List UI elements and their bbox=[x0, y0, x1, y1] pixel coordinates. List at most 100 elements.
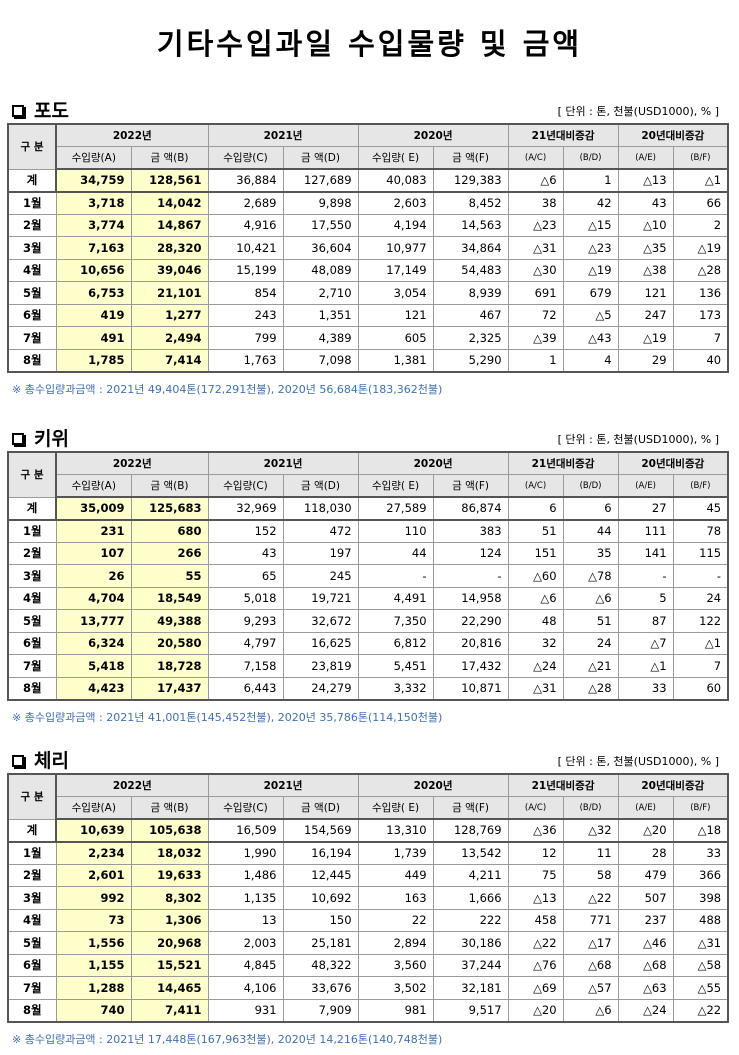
table-cell: 1,486 bbox=[207, 863, 284, 887]
table-cell: 1,277 bbox=[130, 303, 209, 327]
table-cell: 33 bbox=[617, 676, 674, 700]
table-cell: 6 bbox=[562, 496, 619, 521]
table-cell: 10,977 bbox=[357, 236, 434, 260]
table-cell: 3월 bbox=[7, 886, 57, 910]
table-cell: 245 bbox=[282, 564, 359, 588]
table-cell: 32,181 bbox=[432, 976, 509, 1000]
table-row: 4월 10,656 39,046 15,199 48,089 17,149 54,483 △3… bbox=[7, 258, 729, 282]
table-cell: 488 bbox=[672, 908, 729, 932]
table-cell: 16,194 bbox=[282, 841, 359, 865]
table-cell: 458 bbox=[507, 908, 564, 932]
header-row-2: 수입량(A) 금 액(B) 수입량(C) 금 액(D) 수입량( E) 금 액(F) (A/… bbox=[8, 796, 729, 820]
table-cell: 15,521 bbox=[130, 953, 209, 977]
table-cell: 87 bbox=[617, 609, 674, 633]
table-cell: △69 bbox=[507, 976, 564, 1000]
table-cell: 605 bbox=[357, 326, 434, 350]
table-cell: 58 bbox=[562, 863, 619, 887]
table-cell: △60 bbox=[507, 564, 564, 588]
table-cell: 6,324 bbox=[55, 631, 132, 655]
col-amt-f: 금 액(F) bbox=[432, 146, 509, 170]
table-cell: 152 bbox=[207, 519, 284, 543]
table-cell: △17 bbox=[562, 931, 619, 955]
table-cell: 8월 bbox=[7, 348, 57, 372]
col-bf: (B/F) bbox=[672, 796, 729, 820]
col-qty-e: 수입량( E) bbox=[357, 146, 434, 170]
table-cell: 22,290 bbox=[432, 609, 509, 633]
table-cell: 1월 bbox=[7, 519, 57, 543]
table-row: 5월 13,777 49,388 9,293 32,672 7,350 22,290 48 51… bbox=[7, 609, 729, 633]
table-cell: 36,884 bbox=[207, 168, 284, 193]
table-cell: △68 bbox=[617, 953, 674, 977]
table-cell: 222 bbox=[432, 908, 509, 932]
table-cell: 931 bbox=[207, 998, 284, 1022]
table-cell: 32,969 bbox=[207, 496, 284, 521]
section-name: 키위 bbox=[34, 428, 69, 450]
col-amt-f: 금 액(F) bbox=[432, 796, 509, 820]
section-title: 체리 bbox=[12, 750, 69, 772]
section-header: 키위 [ 단위 : 톤, 천불(USD1000), % ] bbox=[0, 428, 739, 450]
table-row: 3월 7,163 28,320 10,421 36,604 10,977 34,864 △31… bbox=[7, 236, 729, 260]
table-cell: 1,351 bbox=[282, 303, 359, 327]
table-cell: 1,135 bbox=[207, 886, 284, 910]
table-cell: 3,502 bbox=[357, 976, 434, 1000]
page-title: 기타수입과일 수입물량 및 금액 bbox=[156, 27, 583, 61]
table-cell: △28 bbox=[562, 676, 619, 700]
table-cell: 7월 bbox=[7, 654, 57, 678]
table-cell: △31 bbox=[507, 236, 564, 260]
table-cell: △6 bbox=[507, 168, 564, 193]
table-row: 계 34,759 128,561 36,884 127,689 40,083 129,383… bbox=[7, 168, 729, 193]
section-title: 키위 bbox=[12, 428, 69, 450]
table-cell: △20 bbox=[617, 818, 674, 843]
table-cell: 36,604 bbox=[282, 236, 359, 260]
table-row: 2월 2,601 19,633 1,486 12,445 449 4,211 75 58 479 3… bbox=[7, 863, 729, 887]
table-cell: 16,625 bbox=[282, 631, 359, 655]
table-cell: 72 bbox=[507, 303, 564, 327]
table-cell: 13 bbox=[207, 908, 284, 932]
table-cell: 449 bbox=[357, 863, 434, 887]
table-cell: 7,414 bbox=[130, 348, 209, 372]
table-cell: 121 bbox=[357, 303, 434, 327]
table-cell: 3,560 bbox=[357, 953, 434, 977]
table-cell: 10,692 bbox=[282, 886, 359, 910]
table-row: 7월 1,288 14,465 4,106 33,676 3,502 32,181 △69 △5… bbox=[7, 976, 729, 1000]
table-cell: 34,864 bbox=[432, 236, 509, 260]
table-cell: 419 bbox=[55, 303, 132, 327]
gubun-header: 구 분 bbox=[7, 123, 57, 170]
checkbox-square-icon bbox=[12, 433, 24, 445]
table-cell: △46 bbox=[617, 931, 674, 955]
col-qty-e: 수입량( E) bbox=[357, 796, 434, 820]
col-bf: (B/F) bbox=[672, 146, 729, 170]
table-cell: 15,199 bbox=[207, 258, 284, 282]
table-cell: 2월 bbox=[7, 213, 57, 237]
unit-label: [ 단위 : 톤, 천불(USD1000), % ] bbox=[557, 755, 719, 768]
table-cell: 5월 bbox=[7, 281, 57, 305]
col-ae: (A/E) bbox=[617, 146, 674, 170]
table-cell: 11 bbox=[562, 841, 619, 865]
table-cell: △1 bbox=[617, 654, 674, 678]
table-cell: 398 bbox=[672, 886, 729, 910]
section-name: 포도 bbox=[34, 100, 69, 122]
table-cell: 691 bbox=[507, 281, 564, 305]
table-cell: 32,672 bbox=[282, 609, 359, 633]
table-cell: 6,443 bbox=[207, 676, 284, 700]
table-cell: 507 bbox=[617, 886, 674, 910]
section-2: 체리 [ 단위 : 톤, 천불(USD1000), % ] 구 분 2022년 2021… bbox=[0, 750, 739, 1046]
table-cell: 1,666 bbox=[432, 886, 509, 910]
table-cell: 19,633 bbox=[130, 863, 209, 887]
table-cell: 2,689 bbox=[207, 191, 284, 215]
table-cell: 49,388 bbox=[130, 609, 209, 633]
table-cell: 20,968 bbox=[130, 931, 209, 955]
table-cell: 4,211 bbox=[432, 863, 509, 887]
table-cell: △22 bbox=[672, 998, 729, 1022]
table-cell: 129,383 bbox=[432, 168, 509, 193]
table-cell: 13,777 bbox=[55, 609, 132, 633]
table-cell: △57 bbox=[562, 976, 619, 1000]
section-header: 체리 [ 단위 : 톤, 천불(USD1000), % ] bbox=[0, 750, 739, 772]
table-cell: 7,098 bbox=[282, 348, 359, 372]
col-qty-c: 수입량(C) bbox=[207, 796, 284, 820]
col-ac: (A/C) bbox=[507, 796, 564, 820]
table-row: 7월 491 2,494 799 4,389 605 2,325 △39 △43 △19 7 bbox=[7, 326, 729, 350]
table-cell: 계 bbox=[7, 496, 57, 521]
data-table: 구 분 2022년 2021년 2020년 21년대비증감 20년대비증감 수입량(A) 금 … bbox=[7, 451, 730, 701]
table-cell: 467 bbox=[432, 303, 509, 327]
